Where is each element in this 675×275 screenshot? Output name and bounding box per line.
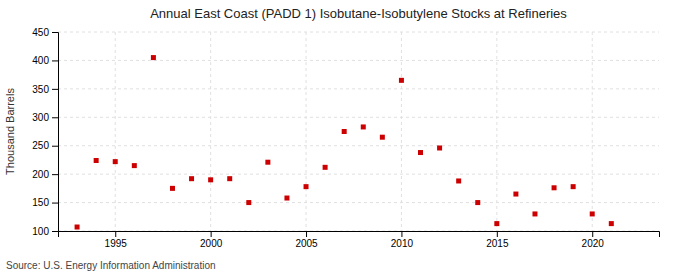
- point: [132, 163, 137, 168]
- point: [246, 200, 251, 205]
- plot: 1995 2000 2005 2010 2015 2020 100 150 200 250 300 3…: [32, 27, 659, 249]
- tick-mark: [52, 117, 58, 118]
- point: [189, 176, 194, 181]
- tick-label: 100: [32, 226, 49, 237]
- point: [418, 150, 423, 155]
- tick: 250: [32, 140, 58, 151]
- grid-line: [496, 32, 497, 231]
- point: [475, 200, 480, 205]
- point: [609, 221, 614, 226]
- tick: 150: [32, 197, 58, 208]
- title: Annual East Coast (PADD 1) Isobutane-Iso…: [150, 6, 567, 21]
- point: [227, 176, 232, 181]
- axis-line: [52, 33, 59, 232]
- tick: 300: [32, 112, 58, 123]
- point: [170, 186, 175, 191]
- tick-label: 150: [32, 197, 49, 208]
- tick-mark: [52, 32, 58, 33]
- grid-line: [58, 174, 659, 175]
- tick-mark: [592, 231, 593, 237]
- grid-line: [58, 202, 659, 203]
- point: [113, 159, 118, 164]
- point: [552, 185, 557, 190]
- point: [284, 196, 289, 201]
- chart: 1995 2000 2005 2010 2015 2020 100 150 200 250 300 3…: [0, 0, 675, 275]
- points: [75, 55, 614, 229]
- point: [513, 192, 518, 197]
- point: [437, 145, 442, 150]
- point: [380, 135, 385, 140]
- tick: 100: [32, 226, 58, 237]
- tick: 200: [32, 169, 58, 180]
- tick-mark: [52, 231, 58, 232]
- tick-label: 200: [32, 169, 49, 180]
- tick-label: 2000: [200, 238, 223, 249]
- grid-line: [210, 32, 211, 231]
- tick-mark: [115, 231, 116, 237]
- tick-mark: [52, 146, 58, 147]
- point: [94, 158, 99, 163]
- grid-line: [58, 32, 659, 33]
- point: [361, 124, 366, 129]
- point: [265, 160, 270, 165]
- tick-label: 450: [32, 27, 49, 38]
- tick-mark: [52, 174, 58, 175]
- axis-line: [59, 232, 660, 238]
- point: [342, 129, 347, 134]
- tick-mark: [401, 231, 402, 237]
- y-axis-title: Thousand Barrels: [4, 88, 16, 175]
- tick-mark: [52, 89, 58, 90]
- tick-label: 250: [32, 140, 49, 151]
- tick-label: 2005: [295, 238, 318, 249]
- tick-label: 300: [32, 112, 49, 123]
- point: [456, 178, 461, 183]
- tick: 400: [32, 55, 58, 66]
- tick-mark: [52, 203, 58, 204]
- tick: 2015: [486, 231, 509, 249]
- y-axis: 100 150 200 250 300 350 400 450: [32, 27, 58, 237]
- tick: 2010: [391, 231, 414, 249]
- tick-label: 2015: [486, 238, 509, 249]
- point: [590, 211, 595, 216]
- tick-label: 2010: [391, 238, 414, 249]
- grid-line: [401, 32, 402, 231]
- grid-line: [58, 60, 659, 61]
- grid-line: [58, 88, 659, 89]
- tick-mark: [497, 231, 498, 237]
- tick: 450: [32, 27, 58, 38]
- point: [208, 177, 213, 182]
- grid-line: [58, 145, 659, 146]
- tick-mark: [52, 60, 58, 61]
- x-axis: 1995 2000 2005 2010 2015 2020: [59, 231, 660, 249]
- point: [75, 225, 80, 230]
- point: [494, 221, 499, 226]
- point: [323, 165, 328, 170]
- grid-line: [306, 32, 307, 231]
- point: [571, 184, 576, 189]
- grid-line: [592, 32, 593, 231]
- point: [532, 211, 537, 216]
- point: [151, 55, 156, 60]
- source: Source: U.S. Energy Information Administ…: [6, 260, 216, 271]
- tick-mark: [306, 231, 307, 237]
- grid-line: [115, 32, 116, 231]
- tick-label: 350: [32, 84, 49, 95]
- tick-label: 1995: [105, 238, 128, 249]
- tick: 1995: [105, 231, 128, 249]
- tick: 2020: [582, 231, 605, 249]
- grid: [58, 32, 659, 231]
- tick: 2005: [295, 231, 318, 249]
- point: [304, 184, 309, 189]
- tick-label: 400: [32, 55, 49, 66]
- tick-mark: [211, 231, 212, 237]
- tick: 2000: [200, 231, 223, 249]
- grid-line: [58, 117, 659, 118]
- point: [399, 78, 404, 83]
- tick-label: 2020: [582, 238, 605, 249]
- tick: 350: [32, 84, 58, 95]
